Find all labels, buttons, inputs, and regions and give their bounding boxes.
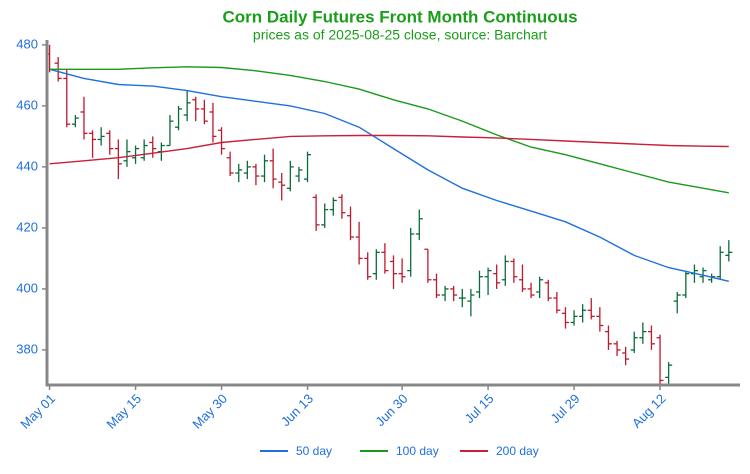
moving-average-line: [49, 134, 729, 165]
y-tick-label: 380: [16, 341, 38, 356]
chart-title: Corn Daily Futures Front Month Continuou…: [222, 7, 577, 26]
x-tick-label: Jul 29: [547, 391, 582, 426]
x-tick-label: May 01: [17, 391, 58, 432]
x-tick-label: Jun 30: [372, 391, 410, 429]
moving-average-line: [49, 66, 729, 194]
y-tick-label: 460: [16, 97, 38, 112]
x-tick-label: May 15: [103, 391, 144, 432]
y-tick-label: 400: [16, 280, 38, 295]
legend-label: 200 day: [496, 444, 539, 458]
legend-label: 50 day: [296, 444, 332, 458]
x-tick-label: Jul 15: [461, 391, 496, 426]
y-tick-label: 480: [16, 36, 38, 51]
y-tick-label: 420: [16, 219, 38, 234]
x-tick-label: May 30: [189, 391, 230, 432]
x-tick-label: Jun 13: [278, 391, 316, 429]
legend-label: 100 day: [396, 444, 439, 458]
x-tick-label: Aug 12: [629, 391, 669, 431]
y-tick-label: 440: [16, 158, 38, 173]
moving-average-line: [49, 68, 729, 282]
chart-subtitle: prices as of 2025-08-25 close, source: B…: [253, 27, 547, 43]
